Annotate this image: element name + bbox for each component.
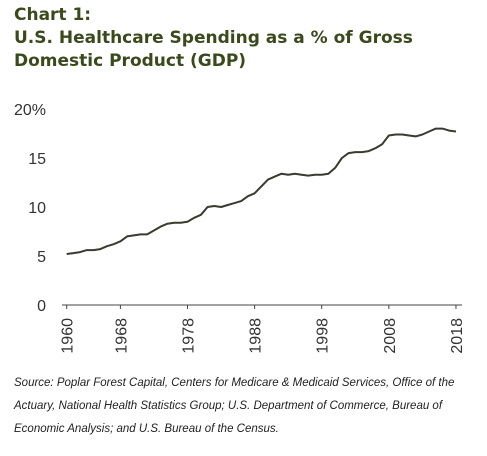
x-tick-label: 1978 [181,318,198,354]
chart-label: Chart 1: [14,5,92,25]
y-tick-label: 5 [37,249,46,266]
x-tick-label: 2008 [382,318,399,354]
x-tick-label: 2018 [449,318,466,354]
source-note: Source: Poplar Forest Capital, Centers f… [14,377,455,435]
x-tick-label: 1998 [315,318,332,354]
x-tick-label: 1968 [113,318,130,354]
chart-title-block: Chart 1: U.S. Healthcare Spending as a %… [14,4,454,73]
y-tick-label: 10 [28,200,46,217]
data-line [66,127,457,255]
y-tick-label: 15 [28,151,46,168]
y-tick-label: 20% [14,102,46,119]
x-tick-label: 1960 [60,318,77,354]
x-tick-label: 1988 [248,318,265,354]
chart-title: U.S. Healthcare Spending as a % of Gross… [14,28,413,71]
y-tick-label: 0 [37,298,46,315]
